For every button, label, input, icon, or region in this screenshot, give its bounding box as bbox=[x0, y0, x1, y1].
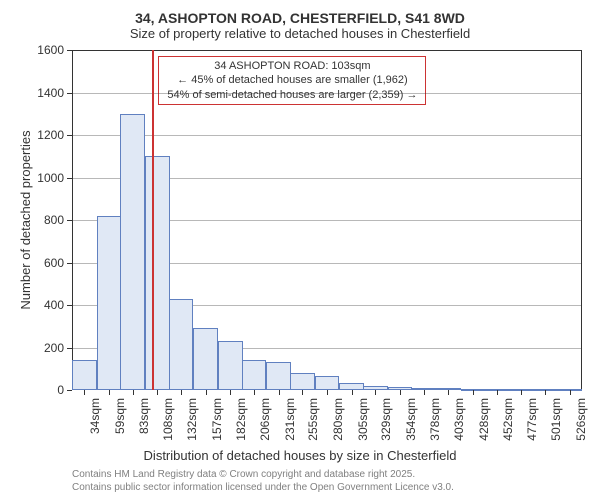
y-tick bbox=[67, 348, 72, 349]
y-tick-label: 1600 bbox=[24, 43, 64, 57]
x-tick bbox=[157, 390, 158, 395]
x-tick-label: 132sqm bbox=[185, 398, 199, 441]
y-tick-label: 0 bbox=[24, 383, 64, 397]
annotation-box: 34 ASHOPTON ROAD: 103sqm ← 45% of detach… bbox=[158, 56, 426, 105]
x-tick bbox=[570, 390, 571, 395]
histogram-bar bbox=[339, 383, 364, 390]
y-tick-label: 1000 bbox=[24, 171, 64, 185]
x-tick bbox=[352, 390, 353, 395]
x-tick-label: 428sqm bbox=[477, 398, 491, 441]
x-tick-label: 526sqm bbox=[574, 398, 588, 441]
histogram-bar bbox=[72, 360, 97, 390]
annotation-line-1: 34 ASHOPTON ROAD: 103sqm bbox=[167, 59, 417, 73]
y-tick bbox=[67, 305, 72, 306]
x-tick-label: 403sqm bbox=[452, 398, 466, 441]
chart-container: 34, ASHOPTON ROAD, CHESTERFIELD, S41 8WD… bbox=[0, 0, 600, 500]
x-tick-label: 477sqm bbox=[525, 398, 539, 441]
grid-line bbox=[72, 93, 582, 94]
grid-line bbox=[72, 50, 582, 51]
annotation-line-3: 54% of semi-detached houses are larger (… bbox=[167, 88, 417, 102]
x-tick-label: 280sqm bbox=[331, 398, 345, 441]
x-tick bbox=[400, 390, 401, 395]
x-tick-label: 206sqm bbox=[258, 398, 272, 441]
x-tick bbox=[133, 390, 134, 395]
x-tick bbox=[448, 390, 449, 395]
y-tick-label: 400 bbox=[24, 298, 64, 312]
y-tick-label: 1400 bbox=[24, 86, 64, 100]
x-tick bbox=[254, 390, 255, 395]
histogram-bar bbox=[315, 376, 340, 390]
y-tick bbox=[67, 50, 72, 51]
x-tick bbox=[84, 390, 85, 395]
x-tick-label: 305sqm bbox=[356, 398, 370, 441]
y-tick bbox=[67, 93, 72, 94]
histogram-bar bbox=[193, 328, 218, 390]
x-tick-label: 231sqm bbox=[283, 398, 297, 441]
x-tick-label: 354sqm bbox=[404, 398, 418, 441]
x-tick bbox=[109, 390, 110, 395]
histogram-bar bbox=[290, 373, 315, 390]
x-tick bbox=[302, 390, 303, 395]
x-tick-label: 34sqm bbox=[88, 398, 102, 434]
footer-text: Contains HM Land Registry data © Crown c… bbox=[72, 468, 454, 494]
x-tick bbox=[206, 390, 207, 395]
y-tick bbox=[67, 220, 72, 221]
y-tick bbox=[67, 178, 72, 179]
histogram-bar bbox=[145, 156, 170, 390]
chart-subtitle: Size of property relative to detached ho… bbox=[0, 26, 600, 47]
y-tick bbox=[67, 390, 72, 391]
x-tick-label: 378sqm bbox=[428, 398, 442, 441]
x-tick bbox=[279, 390, 280, 395]
x-tick-label: 59sqm bbox=[113, 398, 127, 434]
annotation-line-2: ← 45% of detached houses are smaller (1,… bbox=[167, 73, 417, 87]
x-tick-label: 182sqm bbox=[234, 398, 248, 441]
x-tick bbox=[473, 390, 474, 395]
histogram-bar bbox=[120, 114, 145, 390]
y-tick-label: 1200 bbox=[24, 128, 64, 142]
x-tick bbox=[375, 390, 376, 395]
histogram-bar bbox=[242, 360, 267, 390]
x-tick bbox=[545, 390, 546, 395]
x-tick-label: 452sqm bbox=[501, 398, 515, 441]
x-tick-label: 255sqm bbox=[306, 398, 320, 441]
grid-line bbox=[72, 135, 582, 136]
y-tick bbox=[67, 263, 72, 264]
y-tick-label: 600 bbox=[24, 256, 64, 270]
histogram-bar bbox=[266, 362, 291, 390]
x-tick bbox=[181, 390, 182, 395]
x-tick-label: 501sqm bbox=[549, 398, 563, 441]
histogram-bar bbox=[218, 341, 243, 390]
x-tick bbox=[424, 390, 425, 395]
histogram-bar bbox=[169, 299, 194, 390]
x-tick bbox=[327, 390, 328, 395]
x-tick-label: 83sqm bbox=[137, 398, 151, 434]
x-tick-label: 108sqm bbox=[161, 398, 175, 441]
footer-line-1: Contains HM Land Registry data © Crown c… bbox=[72, 468, 454, 481]
x-tick-label: 157sqm bbox=[210, 398, 224, 441]
x-tick bbox=[230, 390, 231, 395]
chart-title: 34, ASHOPTON ROAD, CHESTERFIELD, S41 8WD bbox=[0, 0, 600, 26]
x-tick bbox=[521, 390, 522, 395]
reference-line bbox=[152, 50, 154, 390]
histogram-bar bbox=[97, 216, 122, 390]
y-tick-label: 800 bbox=[24, 213, 64, 227]
x-tick bbox=[497, 390, 498, 395]
x-axis-label: Distribution of detached houses by size … bbox=[0, 448, 600, 463]
y-tick-label: 200 bbox=[24, 341, 64, 355]
y-tick bbox=[67, 135, 72, 136]
x-tick-label: 329sqm bbox=[379, 398, 393, 441]
footer-line-2: Contains public sector information licen… bbox=[72, 481, 454, 494]
